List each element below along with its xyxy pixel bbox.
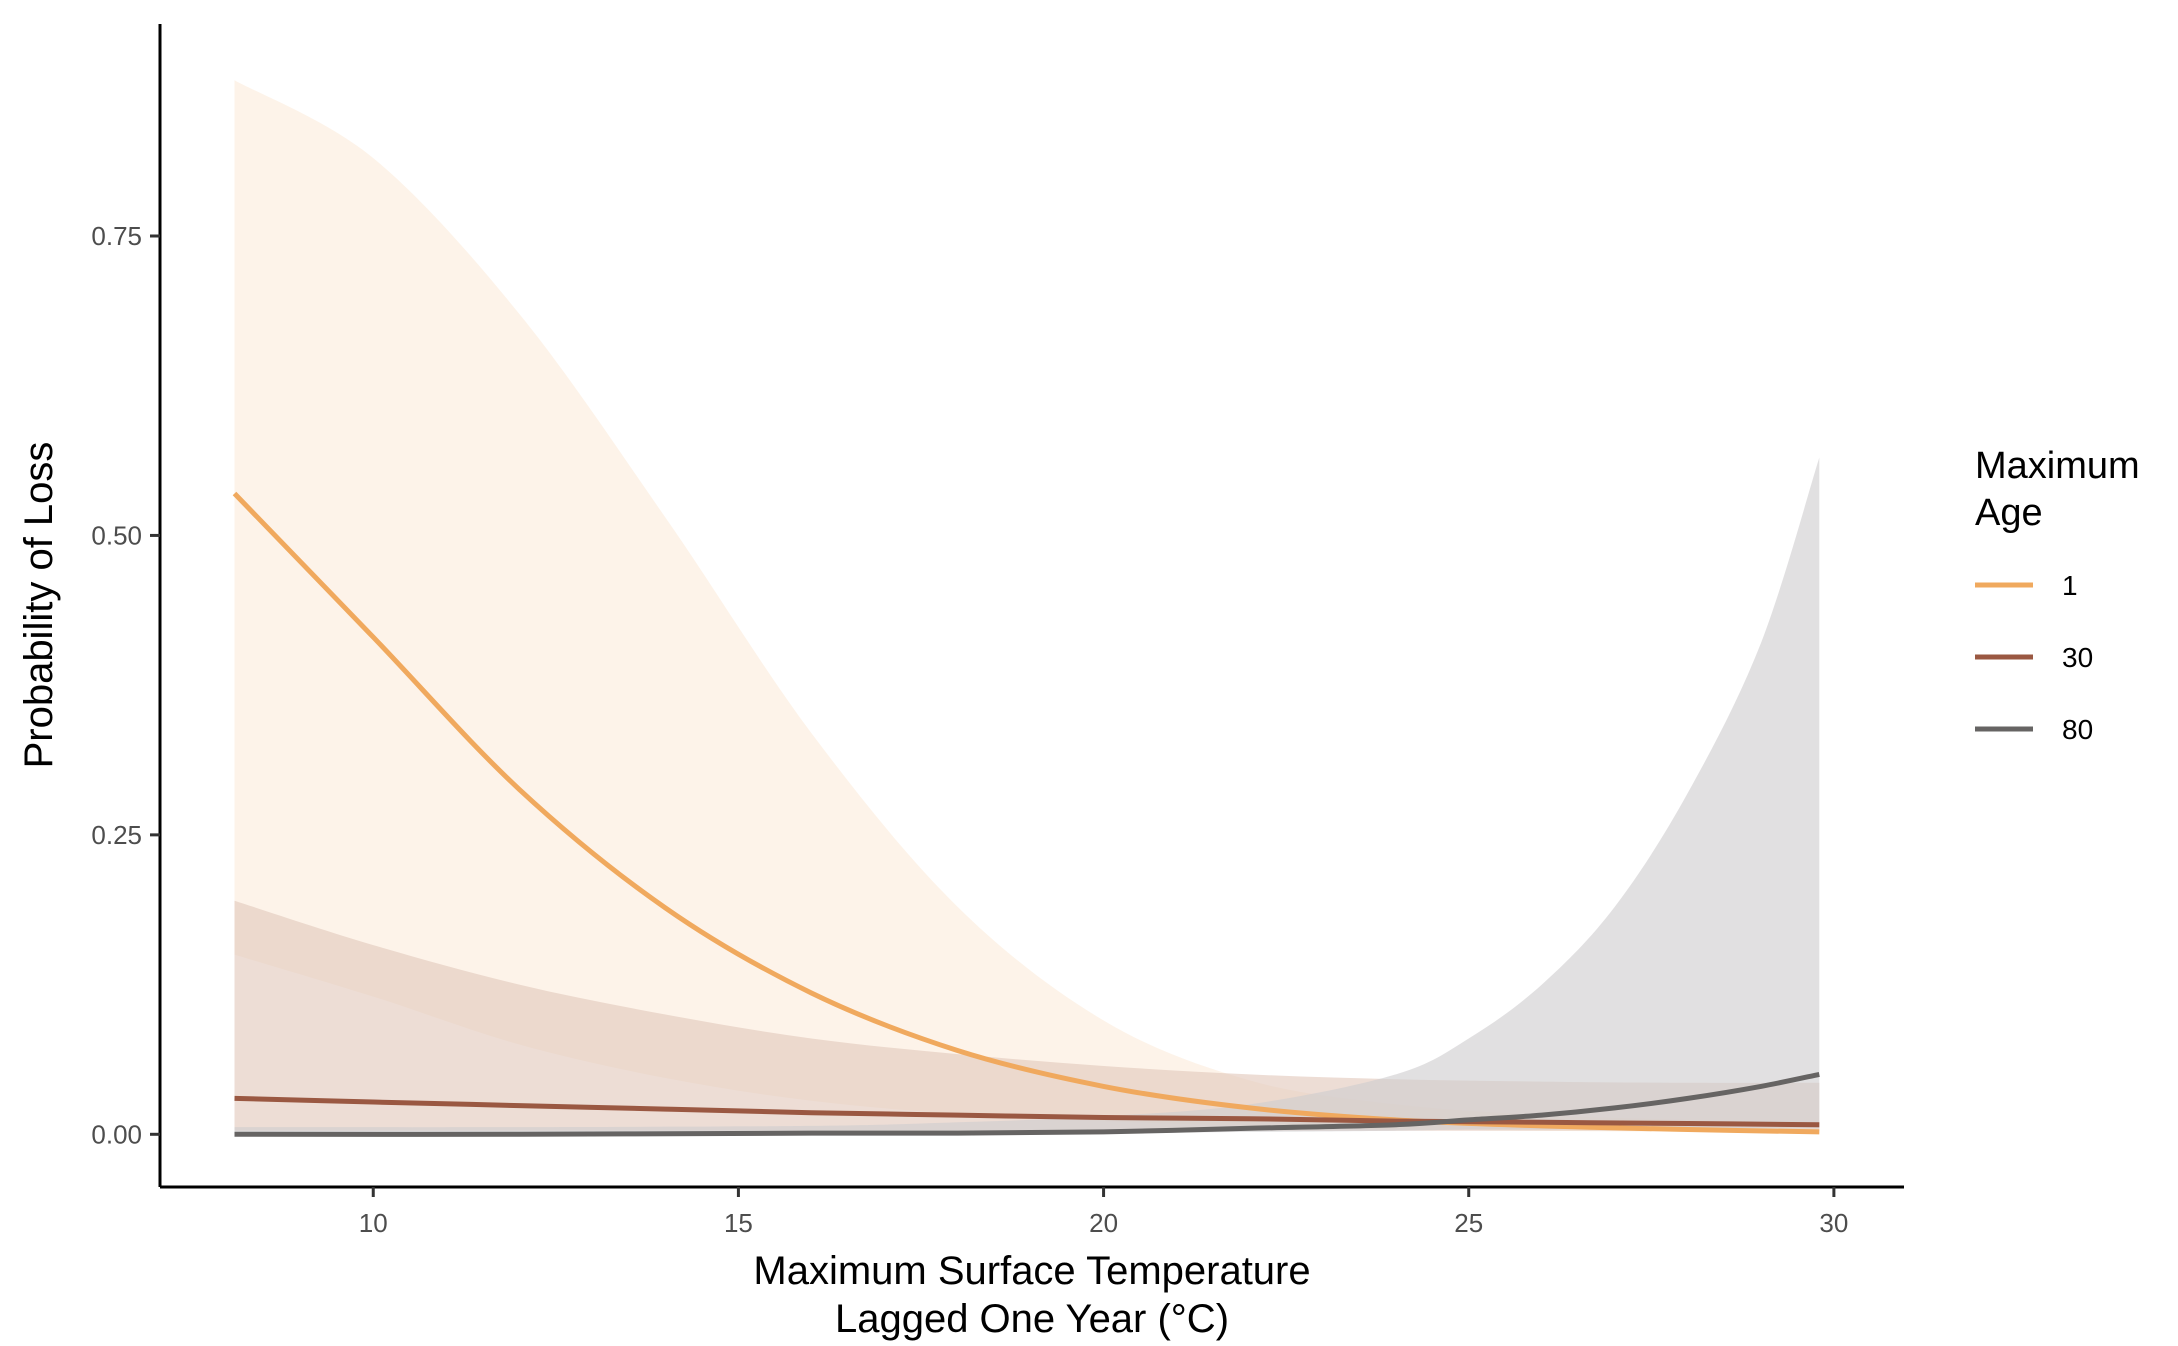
legend-title-line1: Maximum	[1975, 445, 2140, 487]
ci-band-1	[234, 80, 1820, 1134]
y-tick-label: 0.50	[91, 520, 142, 550]
ci-band-30	[234, 900, 1820, 1131]
series-lines	[232, 491, 1820, 1137]
x-axis-title-line2: Lagged One Year (°C)	[835, 1297, 1229, 1341]
series-line-1	[232, 491, 1820, 1135]
x-tick-label: 30	[1819, 1208, 1848, 1238]
y-tick-label: 0.75	[91, 221, 142, 251]
x-tick-label: 15	[724, 1208, 753, 1238]
legend-label-80: 80	[2062, 714, 2093, 745]
x-tick-label: 10	[359, 1208, 388, 1238]
y-axis-ticks: 0.00 0.25 0.50 0.75	[91, 221, 160, 1149]
x-tick-label: 25	[1454, 1208, 1483, 1238]
x-axis-title-line1: Maximum Surface Temperature	[753, 1249, 1310, 1293]
confidence-bands	[234, 80, 1820, 1135]
y-tick-label: 0.00	[91, 1119, 142, 1149]
series-line-30	[234, 1095, 1820, 1128]
legend: Maximum Age 1 30 80	[1975, 445, 2140, 745]
legend-label-30: 30	[2062, 642, 2093, 673]
legend-items: 1 30 80	[1975, 570, 2093, 745]
y-tick-label: 0.25	[91, 820, 142, 850]
x-axis-ticks: 10 15 20 25 30	[359, 1187, 1848, 1238]
y-axis-title: Probability of Loss	[17, 442, 61, 769]
ci-band-80	[234, 457, 1820, 1135]
legend-label-1: 1	[2062, 570, 2078, 601]
legend-title-line2: Age	[1975, 492, 2043, 534]
series-line-80	[234, 1071, 1820, 1137]
x-tick-label: 20	[1089, 1208, 1118, 1238]
